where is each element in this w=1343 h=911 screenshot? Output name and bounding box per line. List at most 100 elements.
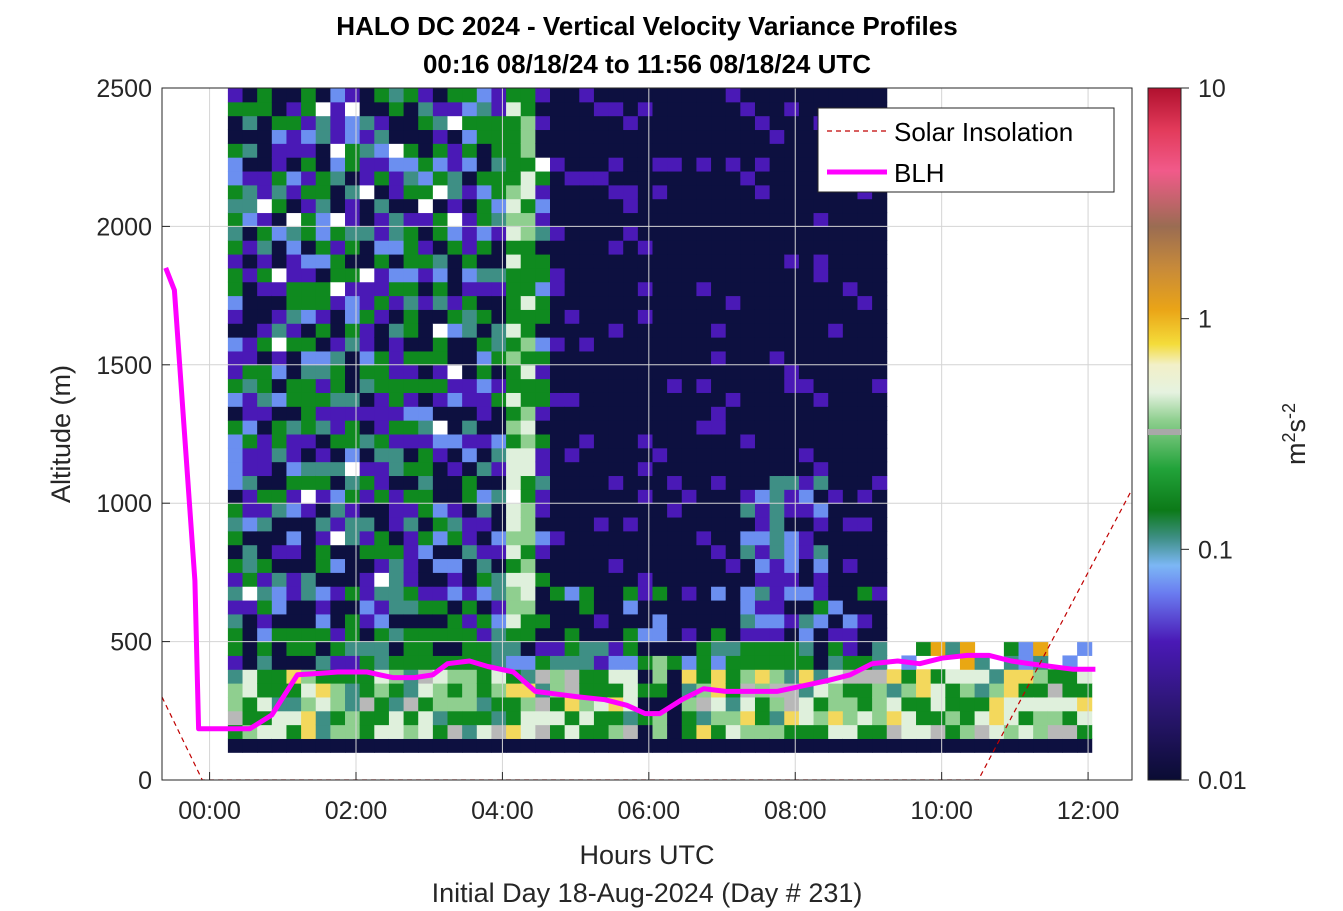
heatmap-cell	[403, 129, 419, 144]
heatmap-cell	[418, 184, 434, 200]
heatmap-cell	[447, 489, 463, 504]
heatmap-cell	[301, 254, 317, 269]
heatmap-cell	[227, 530, 244, 546]
heatmap-cell	[520, 281, 536, 297]
heatmap-cell	[242, 129, 258, 144]
heatmap-cell	[769, 350, 785, 366]
heatmap-cell	[564, 171, 580, 186]
heatmap-cell	[227, 309, 244, 324]
heatmap-cell	[769, 696, 785, 712]
heatmap-cell	[681, 503, 697, 518]
heatmap-cell	[667, 129, 683, 144]
heatmap-cell	[784, 600, 800, 615]
heatmap-cell	[432, 267, 449, 283]
heatmap-cell	[623, 378, 639, 393]
heatmap-cell	[593, 738, 610, 753]
heatmap-cell	[1003, 738, 1020, 753]
heatmap-cell	[242, 503, 258, 518]
heatmap-cell	[506, 434, 522, 449]
heatmap-cell	[813, 406, 829, 421]
heatmap-cell	[828, 586, 844, 601]
heatmap-cell	[447, 309, 463, 324]
heatmap-cell	[857, 281, 873, 297]
heatmap-cell	[681, 600, 697, 615]
heatmap-cell	[315, 392, 331, 407]
heatmap-cell	[476, 88, 492, 103]
heatmap-cell	[462, 600, 478, 615]
heatmap-cell	[579, 420, 595, 435]
heatmap-cell	[476, 475, 492, 490]
heatmap-cell	[579, 157, 595, 172]
heatmap-cell	[359, 503, 375, 518]
heatmap-cell	[374, 489, 390, 504]
heatmap-cell	[476, 323, 492, 338]
heatmap-cell	[550, 738, 566, 753]
heatmap-cell	[564, 157, 580, 172]
heatmap-cell	[637, 420, 653, 435]
heatmap-cell	[857, 503, 873, 518]
heatmap-cell	[593, 171, 610, 186]
heatmap-cell	[740, 281, 756, 297]
heatmap-cell	[652, 143, 668, 158]
heatmap-cell	[564, 240, 580, 255]
heatmap-cell	[608, 461, 624, 477]
heatmap-cell	[491, 572, 507, 587]
heatmap-cell	[535, 558, 551, 573]
heatmap-cell	[696, 544, 712, 560]
heatmap-cell	[652, 641, 668, 656]
heatmap-cell	[608, 724, 624, 739]
heatmap-cell	[740, 254, 756, 269]
heatmap-cell	[564, 364, 580, 380]
heatmap-cell	[564, 724, 580, 739]
heatmap-cell	[520, 226, 536, 241]
heatmap-cell	[740, 212, 756, 227]
heatmap-cell	[388, 503, 405, 518]
heatmap-cell	[286, 350, 302, 366]
heatmap-cell	[798, 434, 815, 449]
heatmap-cell	[403, 143, 419, 158]
heatmap-cell	[388, 226, 405, 241]
heatmap-cell	[608, 350, 624, 366]
heatmap-cell	[359, 447, 375, 463]
heatmap-cell	[359, 544, 375, 560]
heatmap-cell	[652, 517, 668, 532]
heatmap-cell	[593, 724, 610, 739]
heatmap-cell	[374, 240, 390, 255]
heatmap-cell	[520, 309, 536, 324]
heatmap-cell	[667, 503, 683, 518]
heatmap-cell	[257, 406, 273, 421]
heatmap-cell	[315, 586, 331, 601]
heatmap-cell	[550, 655, 566, 670]
heatmap-cell	[1062, 669, 1078, 684]
heatmap-cell	[301, 530, 317, 546]
heatmap-cell	[637, 447, 653, 463]
heatmap-cell	[432, 364, 449, 380]
heatmap-cell	[637, 461, 653, 477]
heatmap-cell	[886, 683, 902, 698]
heatmap-cell	[623, 364, 639, 380]
heatmap-cell	[593, 434, 610, 449]
heatmap-cell	[315, 683, 331, 698]
heatmap-cell	[359, 198, 375, 214]
heatmap-cell	[491, 738, 507, 753]
heatmap-cell	[652, 489, 668, 504]
heatmap-cell	[520, 696, 536, 712]
heatmap-cell	[828, 683, 844, 698]
heatmap-cell	[476, 350, 492, 366]
heatmap-cell	[447, 406, 463, 421]
heatmap-cell	[740, 129, 756, 144]
heatmap-cell	[403, 254, 419, 269]
heatmap-cell	[315, 600, 331, 615]
heatmap-cell	[637, 517, 653, 532]
heatmap-cell	[637, 254, 653, 269]
heatmap-cell	[432, 461, 449, 477]
heatmap-cell	[784, 669, 800, 684]
heatmap-cell	[462, 323, 478, 338]
heatmap-cell	[227, 420, 244, 435]
heatmap-cell	[740, 434, 756, 449]
heatmap-cell	[1003, 641, 1020, 656]
heatmap-cell	[959, 710, 976, 726]
heatmap-cell	[242, 240, 258, 255]
heatmap-cell	[652, 378, 668, 393]
heatmap-cell	[227, 517, 244, 532]
